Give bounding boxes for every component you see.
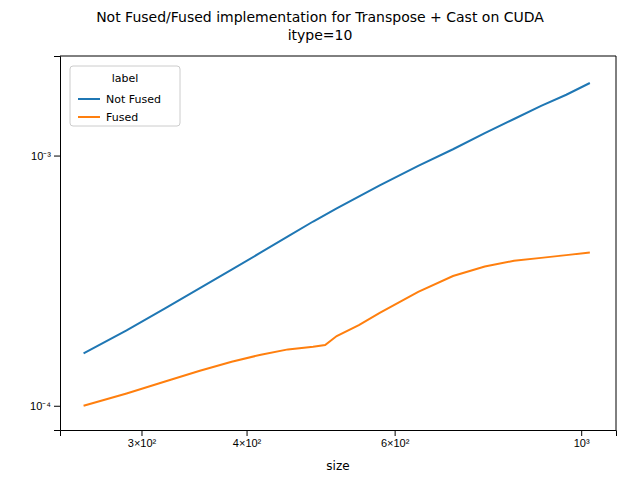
tick-mark (54, 156, 60, 157)
axis-line (54, 57, 61, 431)
legend-swatch (78, 116, 100, 118)
title: Not Fused/Fused implementation for Trans… (96, 9, 544, 43)
x-axis: 3×10² 4×10² 6×10² 10³ (61, 430, 617, 449)
x-label: size (326, 459, 349, 473)
tick-label: 3×10² (128, 437, 157, 449)
legend-box (70, 66, 180, 126)
tick: 10³ (574, 430, 590, 449)
tick-mark (54, 406, 60, 407)
tick-mark (141, 430, 142, 436)
tick-label: 4×10² (233, 437, 262, 449)
legend-title: label (112, 72, 139, 85)
lines (84, 83, 590, 406)
chart: Not Fused/Fused implementation for Trans… (0, 0, 640, 480)
tick-mark (581, 430, 582, 436)
tick: 10⁻⁴ (30, 400, 60, 412)
tick-mark (395, 430, 396, 436)
tick: 3×10² (128, 430, 157, 449)
tick-label: 6×10² (381, 437, 410, 449)
legend: label Not Fused Fused (70, 66, 180, 126)
frame (60, 56, 616, 57)
y-axis: 10⁻⁴ 10⁻³ (30, 57, 60, 431)
legend-swatch (78, 98, 100, 100)
tick-label: 10⁻⁴ (30, 400, 51, 412)
legend-entry: Fused (106, 111, 138, 124)
tick: 6×10² (381, 430, 410, 449)
tick-mark (247, 430, 248, 436)
tick-label: 10⁻³ (31, 150, 51, 162)
title-line: Not Fused/Fused implementation for Trans… (96, 9, 544, 25)
frame (616, 56, 617, 430)
plot: 3×10² 4×10² 6×10² 10³ 10⁻⁴ 10⁻³ size label Not F… (30, 56, 616, 473)
series-line (84, 252, 590, 405)
tick-label: 10³ (574, 437, 590, 449)
axis-line (61, 431, 617, 437)
legend-entry: Not Fused (106, 93, 161, 106)
tick: 10⁻³ (31, 150, 60, 162)
tick: 4×10² (233, 430, 262, 449)
title-line: itype=10 (288, 27, 353, 43)
